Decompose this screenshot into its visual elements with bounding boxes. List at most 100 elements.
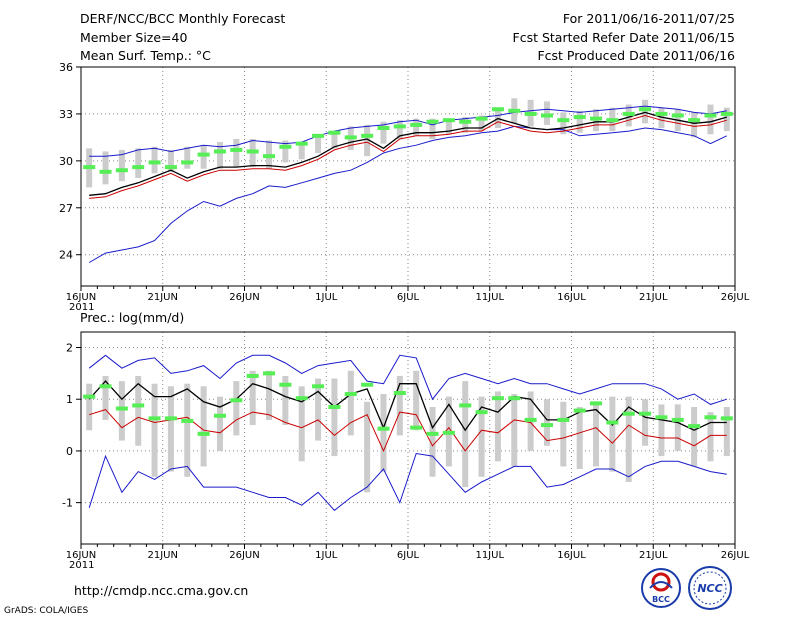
temp-x-tick-label: 26JUL	[721, 292, 750, 303]
temp-ensemble-marker	[279, 144, 292, 149]
temp-panel: 16JUN 21JUN 26JUN 1JUL 6JUL 11JUL 16JUL 21JUL 26…	[59, 61, 750, 313]
prec-max-line	[88, 354, 727, 405]
temp-spread-box	[331, 131, 338, 149]
prec-panel: 16JUN 21JUN 26JUN 1JUL 6JUL 11JUL 16JUL 21JUL 26…	[62, 331, 750, 571]
temp-spread-box	[298, 143, 305, 160]
temp-y-tick-label: 36	[59, 61, 73, 74]
bcc-logo	[641, 568, 681, 608]
prec-min-line	[88, 452, 727, 512]
temp-ensemble-marker	[524, 111, 537, 116]
prec-spread-box	[560, 401, 567, 467]
prec-spread-box	[543, 399, 550, 446]
temp-spread-box	[429, 118, 436, 139]
temp-x-tick-label: 16JUN	[66, 292, 96, 303]
prec-spread-box	[576, 406, 583, 470]
prec-y-tick-label: -1	[62, 497, 73, 510]
temp-y-tick-label: 33	[59, 108, 73, 121]
temp-spread-box	[151, 146, 158, 174]
prec-spread-box	[364, 401, 371, 493]
temp-x-tick-label: 11JUL	[475, 292, 504, 303]
temp-ensemble-marker	[344, 135, 357, 140]
prec-spread-box	[511, 394, 518, 467]
temp-x-tick-label: 1JUL	[315, 292, 338, 303]
bcc-logo-wave-icon	[649, 581, 673, 589]
temp-ensemble-marker	[655, 111, 668, 116]
temp-spread-box	[118, 149, 125, 182]
temp-ensemble-marker	[704, 113, 717, 118]
prec-ensemble-marker	[344, 392, 357, 397]
prec-ensemble-marker	[622, 411, 635, 416]
prec-x-tick-label: 1JUL	[315, 550, 338, 561]
temp-spread-box	[396, 120, 403, 139]
temp-x-tick-label: 6JUL	[397, 292, 420, 303]
prec-ensemble-marker	[132, 403, 145, 408]
prec-mean-line	[88, 380, 727, 432]
prec-ensemble-marker	[426, 431, 439, 436]
ncc-logo-text: NCC	[697, 582, 722, 595]
temp-y-tick-label: 27	[59, 202, 73, 215]
prec-ensemble-marker	[573, 408, 586, 413]
ncc-logo-ring-icon	[693, 571, 727, 605]
grads-credit: GrADS: COLA/IGES	[4, 606, 89, 616]
produced-date-label: Fcst Produced Date 2011/06/16	[537, 48, 735, 63]
prec-x-tick-label: 26JUL	[721, 550, 750, 561]
prec-spread-box	[494, 391, 501, 462]
temp-spread-box	[315, 135, 322, 154]
prec-ensemble-marker	[508, 396, 521, 401]
prec-ensemble-marker	[312, 384, 325, 389]
prec-y-tick-label: 0	[66, 445, 73, 458]
prec-spread-box	[413, 370, 420, 431]
prec-ensemble-marker	[459, 403, 472, 408]
prec-spread-box	[380, 394, 387, 472]
temp-spread-box	[380, 121, 387, 144]
temp-spread-box	[462, 117, 469, 133]
temp-ensemble-marker	[508, 108, 521, 113]
prec-spread-box	[707, 412, 714, 462]
prec-spread-box	[331, 378, 338, 457]
prec-spread-box	[396, 375, 403, 436]
prec-ensemble-marker	[688, 424, 701, 429]
temp-y-tick-label: 30	[59, 155, 73, 168]
prec-ensemble-marker	[181, 418, 194, 423]
member-size-label: Member Size=40	[80, 30, 188, 45]
prec-ensemble-marker	[115, 406, 128, 411]
temp-ensemble-marker	[720, 111, 733, 116]
prec-spread-box	[298, 386, 305, 462]
temp-median-line	[89, 114, 727, 199]
bcc-logo-swirl-icon	[651, 572, 671, 592]
temp-ensemble-marker	[181, 160, 194, 165]
prec-x-tick-label: 6JUL	[397, 550, 420, 561]
temp-ensemble-marker	[328, 130, 341, 135]
prec-spread-box	[135, 375, 142, 446]
temp-ensemble-marker	[590, 116, 603, 121]
temp-x-tick-label: 26JUN	[229, 292, 259, 303]
temp-max-line	[89, 105, 727, 157]
prec-spread-box	[674, 404, 681, 451]
prec-spread-box	[102, 375, 109, 420]
prec-ensemble-marker	[246, 373, 259, 378]
prec-ensemble-marker	[377, 426, 390, 431]
prec-ensemble-marker	[671, 417, 684, 422]
temp-ensemble-marker	[197, 152, 210, 157]
temp-spread-box	[691, 112, 698, 138]
temp-spread-box	[413, 118, 420, 136]
prec-spread-box	[86, 383, 93, 431]
prec-ensemble-marker	[164, 416, 177, 421]
prec-ensemble-marker	[540, 423, 553, 428]
prec-ensemble-marker	[491, 396, 504, 401]
prec-spread-box	[200, 386, 207, 467]
prec-ensemble-marker	[295, 396, 308, 401]
temp-spread-box	[216, 142, 223, 169]
chart-title: DERF/NCC/BCC Monthly Forecast	[80, 11, 286, 26]
temp-ensemble-marker	[540, 113, 553, 118]
prec-spread-box	[249, 370, 256, 426]
temp-spread-box	[135, 148, 142, 179]
temp-spread-box	[642, 99, 649, 124]
prec-x-tick-label: 21JUN	[148, 550, 178, 561]
prec-x-tick-label: 16JUN	[66, 550, 96, 561]
temp-x-tick-label: 21JUL	[639, 292, 668, 303]
temp-ensemble-marker	[246, 149, 259, 154]
precipitation-panel-title: Prec.: log(mm/d)	[80, 310, 185, 325]
prec-spread-box	[593, 401, 600, 467]
